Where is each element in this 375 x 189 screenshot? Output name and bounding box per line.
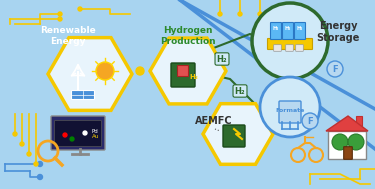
Text: Energy
Storage: Energy Storage [316, 21, 360, 43]
Text: H₂: H₂ [285, 26, 291, 31]
Polygon shape [150, 38, 226, 104]
FancyBboxPatch shape [356, 116, 362, 126]
Circle shape [260, 77, 320, 137]
FancyBboxPatch shape [296, 45, 303, 51]
FancyBboxPatch shape [177, 66, 189, 77]
Text: H₂: H₂ [217, 54, 227, 64]
FancyBboxPatch shape [344, 147, 352, 159]
FancyBboxPatch shape [51, 116, 105, 150]
Polygon shape [48, 38, 132, 110]
Circle shape [34, 162, 38, 166]
FancyBboxPatch shape [279, 101, 301, 123]
Text: AEMFC: AEMFC [195, 116, 232, 126]
Text: Pd: Pd [92, 129, 99, 134]
FancyBboxPatch shape [223, 125, 245, 147]
Circle shape [27, 152, 31, 156]
Point [82, 132, 88, 135]
Text: F: F [332, 64, 338, 74]
FancyBboxPatch shape [328, 131, 366, 159]
Text: H₂: H₂ [235, 87, 245, 95]
Text: Hydrogen
Production: Hydrogen Production [160, 26, 216, 46]
FancyBboxPatch shape [286, 45, 293, 51]
FancyBboxPatch shape [72, 91, 94, 99]
Circle shape [38, 174, 42, 180]
FancyBboxPatch shape [282, 22, 294, 40]
Text: Formate: Formate [275, 108, 304, 114]
Circle shape [78, 7, 82, 11]
FancyBboxPatch shape [270, 22, 282, 40]
Text: Au: Au [92, 134, 99, 139]
FancyBboxPatch shape [54, 121, 102, 146]
Text: Renewable
Energy: Renewable Energy [40, 26, 96, 46]
Circle shape [38, 161, 42, 167]
Circle shape [327, 61, 343, 77]
Text: H₂: H₂ [189, 74, 198, 80]
Circle shape [238, 12, 242, 16]
Circle shape [58, 17, 62, 21]
Circle shape [58, 12, 62, 16]
Point [69, 137, 75, 140]
Circle shape [258, 12, 262, 16]
Polygon shape [326, 116, 368, 131]
Text: F: F [307, 116, 313, 125]
Circle shape [13, 132, 17, 136]
Circle shape [20, 142, 24, 146]
Text: H₂: H₂ [273, 26, 279, 31]
Circle shape [302, 113, 318, 129]
Text: H₂: H₂ [297, 26, 303, 31]
Polygon shape [203, 104, 273, 164]
Circle shape [252, 3, 328, 79]
Circle shape [218, 12, 222, 16]
Circle shape [348, 134, 364, 150]
FancyBboxPatch shape [171, 63, 195, 87]
Circle shape [96, 62, 114, 80]
Point [62, 133, 68, 136]
FancyBboxPatch shape [274, 45, 281, 51]
Circle shape [136, 67, 144, 75]
Circle shape [332, 134, 348, 150]
FancyBboxPatch shape [267, 39, 312, 50]
FancyBboxPatch shape [294, 22, 306, 40]
